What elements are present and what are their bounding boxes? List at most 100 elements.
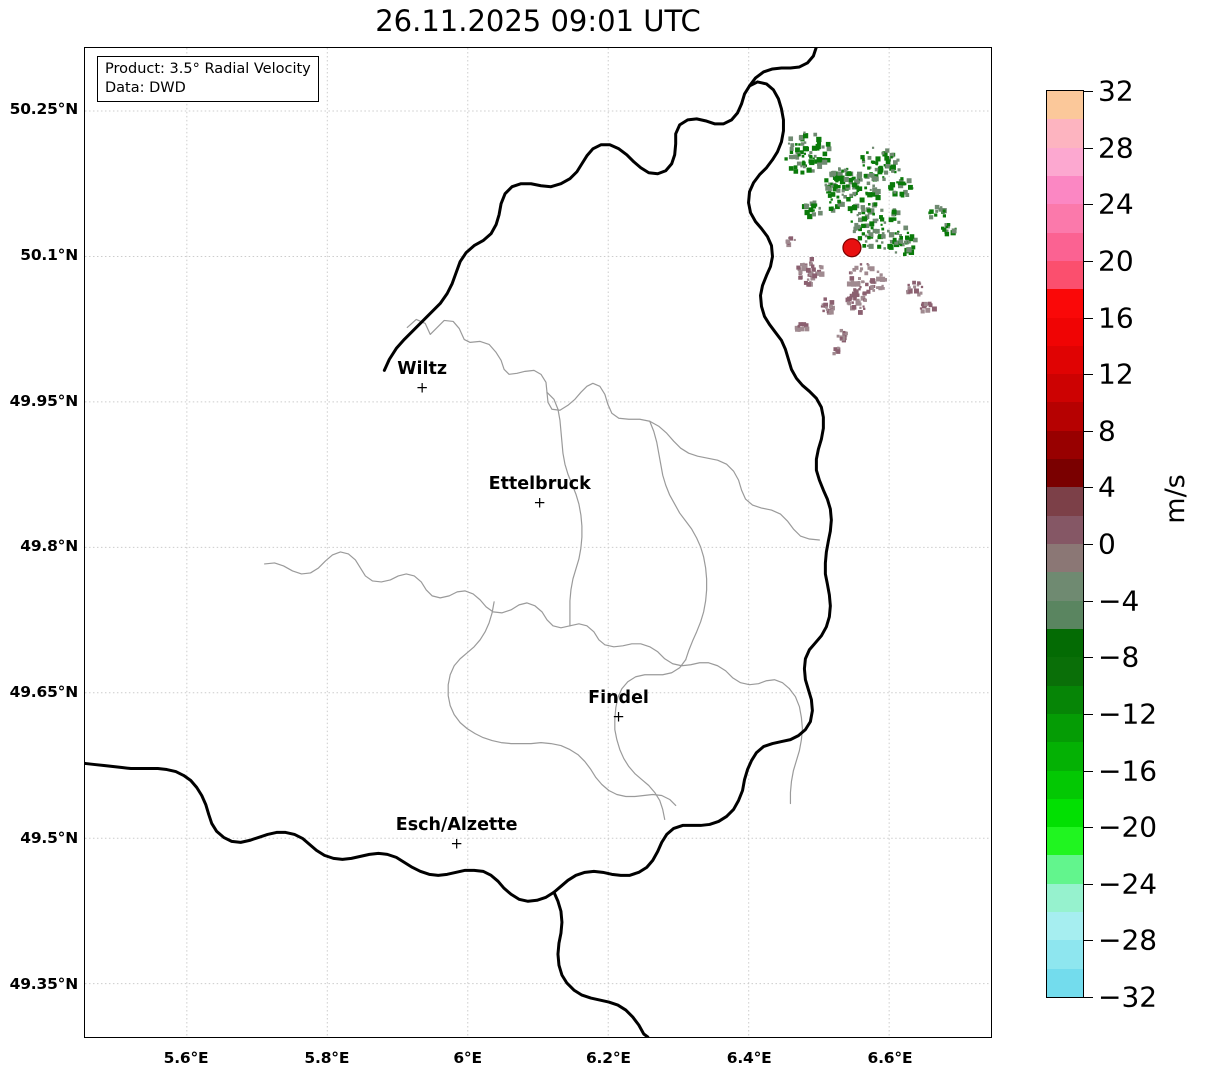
colorbar-tick-mark-11 xyxy=(1084,713,1093,715)
radar-map-plot[interactable]: Product: 3.5° Radial Velocity Data: DWD … xyxy=(84,47,992,1038)
colorbar-tick-mark-0 xyxy=(1084,91,1093,92)
echo-cluster-9 xyxy=(846,263,888,296)
echo-cluster-10 xyxy=(845,290,867,315)
echo-cluster-15 xyxy=(836,328,848,343)
colorbar-tick-label-15: −28 xyxy=(1098,923,1158,957)
city-marker-findel: + xyxy=(612,707,625,726)
colorbar-band-30 xyxy=(1047,940,1083,969)
radar-station-dot[interactable] xyxy=(842,238,862,258)
country-borders xyxy=(85,48,833,1037)
colorbar-tick-label-2: 24 xyxy=(1098,187,1134,221)
map-gridlines xyxy=(85,48,991,1037)
colorbar-band-8 xyxy=(1047,317,1083,346)
colorbar-tick-label-0: 32 xyxy=(1098,74,1134,108)
colorbar-band-2 xyxy=(1047,147,1083,176)
colorbar-tick-mark-8 xyxy=(1084,544,1093,545)
x-tick-label-3: 6.2°E xyxy=(585,1049,631,1067)
echo-cluster-11 xyxy=(820,297,835,315)
colorbar-band-19 xyxy=(1047,628,1083,658)
colorbar-tick-label-3: 20 xyxy=(1098,244,1134,278)
echo-cluster-5 xyxy=(801,200,823,220)
colorbar[interactable] xyxy=(1046,90,1084,998)
radar-station-marker[interactable] xyxy=(842,238,862,258)
colorbar-tick-label-12: −16 xyxy=(1098,754,1158,787)
echo-cluster-12 xyxy=(905,280,924,297)
echo-cluster-0 xyxy=(784,131,832,175)
colorbar-band-15 xyxy=(1047,515,1083,544)
colorbar-band-20 xyxy=(1047,657,1083,686)
city-label-esch-alzette: Esch/Alzette xyxy=(395,814,518,835)
echo-cluster-19 xyxy=(888,231,918,257)
colorbar-unit-label: m/s xyxy=(1160,474,1191,524)
city-label-wiltz: Wiltz xyxy=(397,359,448,380)
colorbar-band-9 xyxy=(1047,345,1083,375)
colorbar-band-5 xyxy=(1047,232,1083,261)
colorbar-band-7 xyxy=(1047,289,1083,318)
colorbar-band-28 xyxy=(1047,883,1083,913)
info-product-line: Product: 3.5° Radial Velocity xyxy=(105,61,311,77)
x-tick-label-0: 5.6°E xyxy=(163,1049,209,1067)
colorbar-band-24 xyxy=(1047,770,1083,799)
echo-cluster-13 xyxy=(919,301,937,314)
colorbar-band-16 xyxy=(1047,544,1083,573)
page-title: 26.11.2025 09:01 UTC xyxy=(375,4,701,38)
echo-cluster-3 xyxy=(850,207,909,250)
colorbar-band-18 xyxy=(1047,600,1083,629)
x-tick-label-1: 5.8°E xyxy=(304,1049,350,1067)
x-tick-label-2: 6°E xyxy=(453,1049,482,1067)
colorbar-tick-mark-12 xyxy=(1084,770,1093,772)
city-label-ettelbruck: Ettelbruck xyxy=(488,473,591,494)
colorbar-tick-label-7: 4 xyxy=(1098,470,1116,504)
canton-boundaries xyxy=(264,318,820,821)
colorbar-band-10 xyxy=(1047,374,1083,403)
colorbar-band-12 xyxy=(1047,430,1083,460)
info-box: Product: 3.5° Radial Velocity Data: DWD xyxy=(97,56,319,103)
colorbar-tick-label-13: −20 xyxy=(1098,810,1158,844)
colorbar-band-21 xyxy=(1047,685,1083,714)
colorbar-tick-label-9: −4 xyxy=(1098,584,1140,618)
x-tick-label-5: 6.6°E xyxy=(867,1049,913,1067)
y-tick-label-1: 50.1°N xyxy=(20,245,78,264)
colorbar-tick-label-11: −12 xyxy=(1098,697,1158,731)
echo-cluster-14 xyxy=(794,322,810,332)
colorbar-band-1 xyxy=(1047,119,1083,148)
colorbar-tick-mark-4 xyxy=(1084,317,1093,319)
colorbar-tick-mark-6 xyxy=(1084,430,1093,432)
colorbar-tick-mark-13 xyxy=(1084,827,1093,829)
colorbar-tick-mark-1 xyxy=(1084,147,1093,149)
colorbar-tick-mark-2 xyxy=(1084,204,1093,206)
colorbar-band-6 xyxy=(1047,260,1083,290)
colorbar-band-26 xyxy=(1047,827,1083,856)
colorbar-band-11 xyxy=(1047,402,1083,431)
colorbar-band-13 xyxy=(1047,459,1083,488)
echo-cluster-17 xyxy=(785,236,796,248)
colorbar-band-14 xyxy=(1047,487,1083,516)
colorbar-tick-mark-3 xyxy=(1084,260,1093,262)
colorbar-tick-label-1: 28 xyxy=(1098,131,1134,165)
colorbar-ticks: 32 28 24 20 16 12 8 4 0 −4 −8 −12 −16 −20 −24 −28 −32 xyxy=(1084,75,1204,1014)
colorbar-tick-label-8: 0 xyxy=(1098,527,1116,561)
colorbar-band-25 xyxy=(1047,798,1083,828)
map-canvas xyxy=(85,48,991,1037)
colorbar-band-22 xyxy=(1047,713,1083,743)
echo-cluster-2 xyxy=(860,146,901,182)
y-tick-label-2: 49.95°N xyxy=(9,391,79,410)
echo-cluster-8 xyxy=(796,256,825,287)
colorbar-band-17 xyxy=(1047,572,1083,601)
colorbar-tick-label-6: 8 xyxy=(1098,414,1116,448)
colorbar-band-4 xyxy=(1047,204,1083,233)
radar-echo-overlay xyxy=(784,131,957,356)
colorbar-tick-mark-5 xyxy=(1084,374,1093,376)
colorbar-tick-label-4: 16 xyxy=(1098,301,1134,334)
colorbar-tick-label-14: −24 xyxy=(1098,867,1158,901)
colorbar-tick-label-10: −8 xyxy=(1098,640,1140,674)
city-marker-ettelbruck: + xyxy=(533,493,546,512)
colorbar-tick-label-5: 12 xyxy=(1098,357,1134,391)
city-marker-wiltz: + xyxy=(415,378,429,397)
colorbar-tick-mark-9 xyxy=(1084,600,1093,602)
colorbar-tick-mark-16 xyxy=(1084,997,1093,998)
colorbar-tick-mark-15 xyxy=(1084,940,1093,942)
y-tick-label-6: 49.35°N xyxy=(9,974,79,993)
echo-cluster-4 xyxy=(829,167,857,193)
echo-cluster-7 xyxy=(941,223,957,237)
